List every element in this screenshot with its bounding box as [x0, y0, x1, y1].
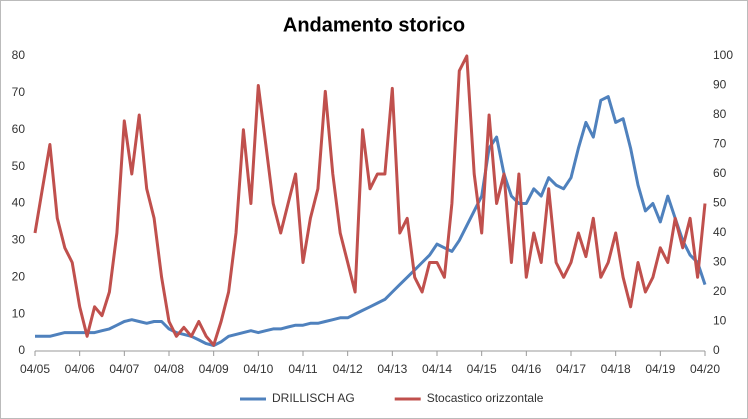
y2-tick-label: 50 [713, 196, 727, 210]
y-tick-label: 30 [12, 233, 26, 247]
y-tick-label: 20 [12, 269, 26, 283]
y2-tick-label: 20 [713, 284, 727, 298]
x-tick-label: 04/19 [645, 362, 675, 376]
x-tick-label: 04/09 [199, 362, 229, 376]
y-tick-label: 40 [12, 196, 26, 210]
y2-tick-label: 10 [713, 314, 727, 328]
y2-tick-label: 70 [713, 137, 727, 151]
x-tick-label: 04/05 [20, 362, 50, 376]
y-tick-label: 60 [12, 122, 26, 136]
x-tick-label: 04/17 [556, 362, 586, 376]
y-tick-label: 80 [12, 48, 26, 62]
x-tick-label: 04/12 [333, 362, 363, 376]
y2-tick-label: 90 [713, 78, 727, 92]
x-tick-label: 04/13 [377, 362, 407, 376]
x-tick-label: 04/15 [467, 362, 497, 376]
x-tick-label: 04/06 [65, 362, 95, 376]
x-tick-label: 04/20 [690, 362, 720, 376]
y-tick-label: 70 [12, 85, 26, 99]
y2-tick-label: 40 [713, 225, 727, 239]
x-tick-label: 04/14 [422, 362, 452, 376]
series-line [33, 54, 707, 347]
x-tick-label: 04/08 [154, 362, 184, 376]
y2-tick-label: 30 [713, 255, 727, 269]
y2-tick-label: 100 [713, 48, 733, 62]
y-tick-label: 10 [12, 306, 26, 320]
y2-tick-label: 60 [713, 166, 727, 180]
y2-tick-label: 80 [713, 107, 727, 121]
legend-label: DRILLISCH AG [272, 391, 355, 405]
y2-tick-label: 0 [713, 343, 720, 357]
x-tick-label: 04/07 [109, 362, 139, 376]
x-tick-label: 04/18 [601, 362, 631, 376]
series-line [35, 95, 707, 347]
y-tick-label: 50 [12, 159, 26, 173]
legend-label: Stocastico orizzontale [427, 391, 544, 405]
y-tick-label: 0 [18, 343, 25, 357]
x-tick-label: 04/16 [511, 362, 541, 376]
x-tick-label: 04/11 [288, 362, 317, 376]
x-tick-label: 04/10 [243, 362, 273, 376]
chart-title: Andamento storico [283, 14, 465, 36]
